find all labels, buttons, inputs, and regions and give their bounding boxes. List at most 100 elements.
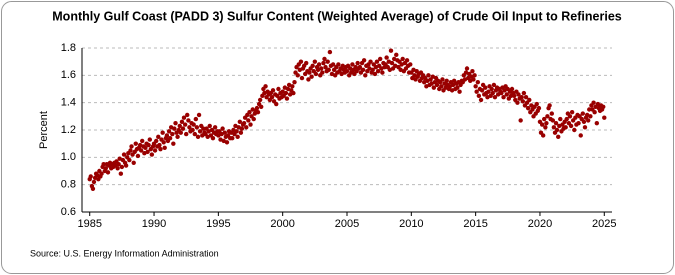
data-point xyxy=(394,52,399,58)
data-point xyxy=(475,79,481,85)
data-point xyxy=(316,62,322,67)
data-point xyxy=(254,105,260,111)
data-point xyxy=(509,86,515,92)
x-tick-label: 1995 xyxy=(206,218,230,230)
y-axis-label: Percent xyxy=(38,111,50,149)
data-point xyxy=(569,110,575,115)
data-point xyxy=(516,92,521,97)
data-point xyxy=(304,60,309,66)
data-point xyxy=(370,67,375,73)
data-point xyxy=(238,130,244,135)
data-point xyxy=(167,136,173,141)
data-point xyxy=(312,59,318,64)
data-point xyxy=(258,104,264,109)
data-point xyxy=(101,161,106,167)
data-point xyxy=(133,141,138,146)
data-point xyxy=(431,85,437,90)
data-point xyxy=(160,130,165,135)
data-point xyxy=(115,166,120,171)
data-point xyxy=(388,48,394,53)
y-tick-label: 0.8 xyxy=(61,179,76,191)
data-point xyxy=(545,114,550,119)
data-point xyxy=(564,116,569,122)
x-tick-label: 2010 xyxy=(399,218,423,230)
data-point xyxy=(321,60,326,66)
data-point xyxy=(173,120,178,126)
data-point xyxy=(105,170,111,175)
data-point xyxy=(196,112,202,118)
data-point xyxy=(553,120,559,126)
data-point xyxy=(582,125,588,130)
data-point xyxy=(491,82,497,88)
data-point xyxy=(360,67,366,73)
data-point xyxy=(157,142,162,148)
data-point xyxy=(581,119,587,125)
data-point xyxy=(298,59,304,64)
data-point xyxy=(222,130,227,135)
data-point xyxy=(292,79,297,85)
data-point xyxy=(363,73,368,78)
data-point xyxy=(183,131,189,137)
data-point xyxy=(220,126,225,131)
data-point xyxy=(336,62,341,67)
data-point xyxy=(244,125,249,130)
data-point xyxy=(201,126,206,131)
data-point xyxy=(550,118,556,123)
data-point xyxy=(499,90,504,96)
data-point xyxy=(207,123,212,129)
data-point xyxy=(408,62,413,67)
data-point xyxy=(197,129,203,134)
data-point xyxy=(121,152,127,157)
data-point xyxy=(591,100,596,105)
data-point xyxy=(479,88,485,93)
data-point xyxy=(554,127,560,133)
x-tick-label: 2020 xyxy=(528,218,552,230)
data-point xyxy=(515,100,520,105)
data-point xyxy=(164,133,170,138)
data-point xyxy=(284,96,290,101)
data-point xyxy=(180,126,186,131)
data-point xyxy=(375,69,381,74)
data-point xyxy=(440,77,445,82)
data-point xyxy=(377,56,383,62)
data-point xyxy=(123,163,129,168)
data-point xyxy=(307,70,312,75)
data-point xyxy=(246,118,251,123)
data-point xyxy=(580,111,585,116)
data-point xyxy=(344,69,350,74)
data-point xyxy=(166,129,172,134)
data-point xyxy=(380,70,385,75)
data-point xyxy=(330,62,336,67)
data-point xyxy=(191,122,196,127)
data-point xyxy=(154,138,159,144)
data-point xyxy=(210,136,216,141)
data-point xyxy=(492,95,498,100)
y-tick-label: 1.2 xyxy=(61,124,76,136)
data-point xyxy=(476,93,482,99)
data-point xyxy=(444,78,449,84)
y-tick-label: 1.4 xyxy=(61,97,76,109)
x-tick-label: 1985 xyxy=(77,218,101,230)
x-tick-label: 2015 xyxy=(463,218,487,230)
data-point xyxy=(602,115,607,120)
data-point xyxy=(320,70,325,75)
data-point xyxy=(483,85,488,90)
y-tick-label: 1.8 xyxy=(61,42,76,54)
data-point xyxy=(291,90,296,96)
data-point xyxy=(143,145,148,150)
data-point xyxy=(426,73,431,78)
data-point xyxy=(558,116,563,122)
data-point xyxy=(182,122,188,127)
data-point xyxy=(521,90,527,96)
data-point xyxy=(578,133,583,138)
data-point xyxy=(241,120,247,126)
data-point xyxy=(186,118,191,123)
data-point xyxy=(325,59,330,64)
data-point xyxy=(247,110,252,115)
data-point xyxy=(237,119,243,125)
data-point xyxy=(540,133,546,138)
data-point xyxy=(527,97,532,103)
data-point xyxy=(152,148,158,153)
